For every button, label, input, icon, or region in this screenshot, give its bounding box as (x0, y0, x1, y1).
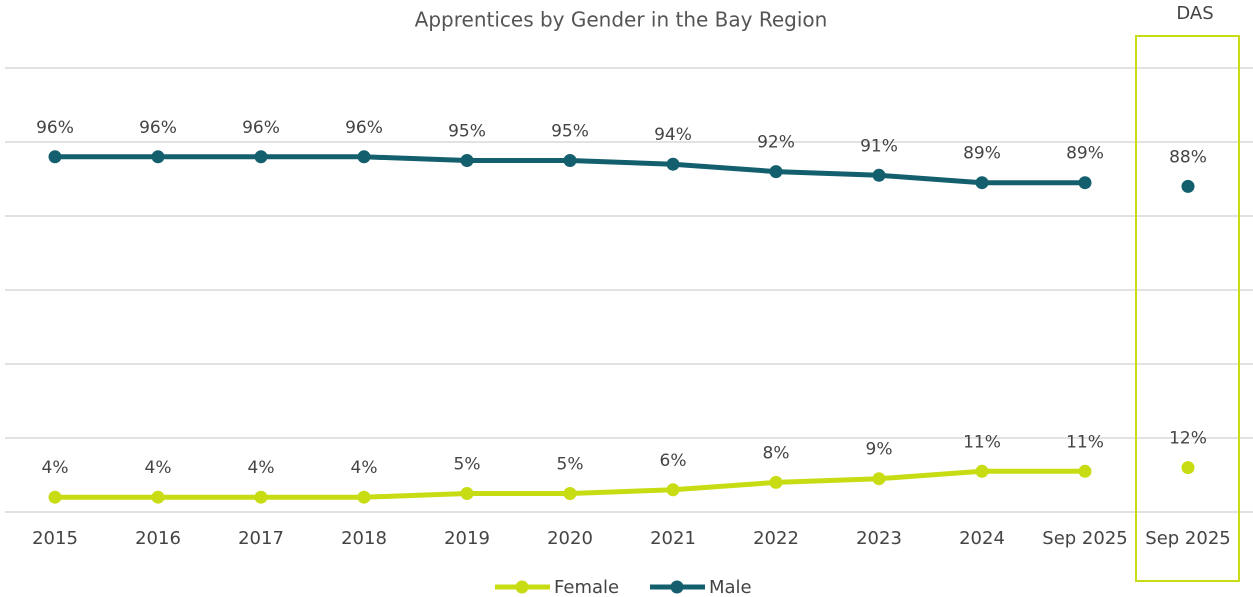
legend-label: Female (554, 577, 619, 597)
data-point (563, 487, 577, 500)
data-label: 95% (551, 122, 589, 142)
x-tick-label: 2019 (444, 528, 490, 549)
x-tick-label: 2015 (32, 528, 78, 549)
data-label: 4% (248, 458, 275, 478)
data-point (872, 472, 886, 486)
data-label: 92% (757, 133, 795, 153)
data-point (151, 490, 165, 504)
data-point (48, 490, 62, 504)
data-label: 4% (145, 458, 172, 478)
data-point (357, 490, 371, 504)
chart-title: Apprentices by Gender in the Bay Region (415, 8, 828, 32)
data-label: 12% (1169, 429, 1207, 449)
data-point (48, 150, 62, 164)
data-point (254, 150, 268, 164)
legend-label: Male (709, 577, 752, 597)
data-point (666, 157, 680, 171)
x-tick-label: 2021 (650, 528, 696, 549)
data-label: 96% (36, 118, 74, 138)
data-point (975, 464, 989, 478)
data-label: 8% (763, 443, 790, 463)
data-label: 9% (866, 440, 893, 460)
data-label: 11% (963, 432, 1001, 452)
x-tick-label: 2020 (547, 528, 593, 549)
x-tick-label: 2023 (856, 528, 902, 549)
highlight-box (1135, 35, 1240, 582)
data-label: 11% (1066, 432, 1104, 452)
data-point (769, 165, 783, 179)
data-point (1181, 179, 1195, 193)
data-point (1078, 464, 1092, 478)
data-label: 5% (557, 455, 584, 475)
data-point (975, 176, 989, 190)
data-point (1181, 461, 1195, 475)
data-label: 95% (448, 122, 486, 142)
data-point (666, 483, 680, 497)
data-point (357, 150, 371, 164)
data-label: 5% (454, 455, 481, 475)
data-label: 96% (345, 118, 383, 138)
x-tick-label: 2022 (753, 528, 799, 549)
data-point (460, 154, 474, 167)
data-label: 94% (654, 125, 692, 145)
x-tick-label: 2024 (959, 528, 1005, 549)
data-point (872, 168, 886, 182)
data-label: 96% (242, 118, 280, 138)
x-tick-label: Sep 2025 (1042, 528, 1127, 549)
x-tick-label: 2017 (238, 528, 284, 549)
data-point (254, 490, 268, 504)
data-point (151, 150, 165, 164)
legend-marker (670, 580, 684, 594)
legend-marker (515, 580, 529, 594)
data-point (460, 487, 474, 500)
data-label: 89% (963, 144, 1001, 164)
data-label: 4% (351, 458, 378, 478)
x-tick-label: Sep 2025 (1145, 528, 1230, 549)
data-label: 89% (1066, 144, 1104, 164)
data-label: 91% (860, 136, 898, 156)
data-point (563, 154, 577, 167)
data-point (769, 475, 783, 489)
data-label: 6% (660, 451, 687, 471)
x-tick-label: 2018 (341, 528, 387, 549)
data-label: 96% (139, 118, 177, 138)
data-point (1078, 176, 1092, 190)
data-label: 88% (1169, 147, 1207, 167)
x-tick-label: 2016 (135, 528, 181, 549)
highlight-label: DAS (1176, 3, 1213, 24)
data-label: 4% (42, 458, 69, 478)
